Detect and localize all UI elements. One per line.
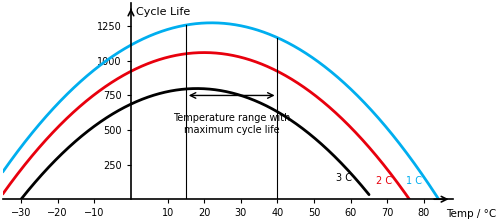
Text: 3 C: 3 C [336,173,352,183]
Text: Temperature range with
maximum cycle life: Temperature range with maximum cycle lif… [173,113,290,135]
Text: 2 C: 2 C [376,176,392,186]
Text: 1 C: 1 C [406,176,421,186]
Text: Temp / °C: Temp / °C [446,209,496,219]
Text: Cycle Life: Cycle Life [136,7,190,17]
